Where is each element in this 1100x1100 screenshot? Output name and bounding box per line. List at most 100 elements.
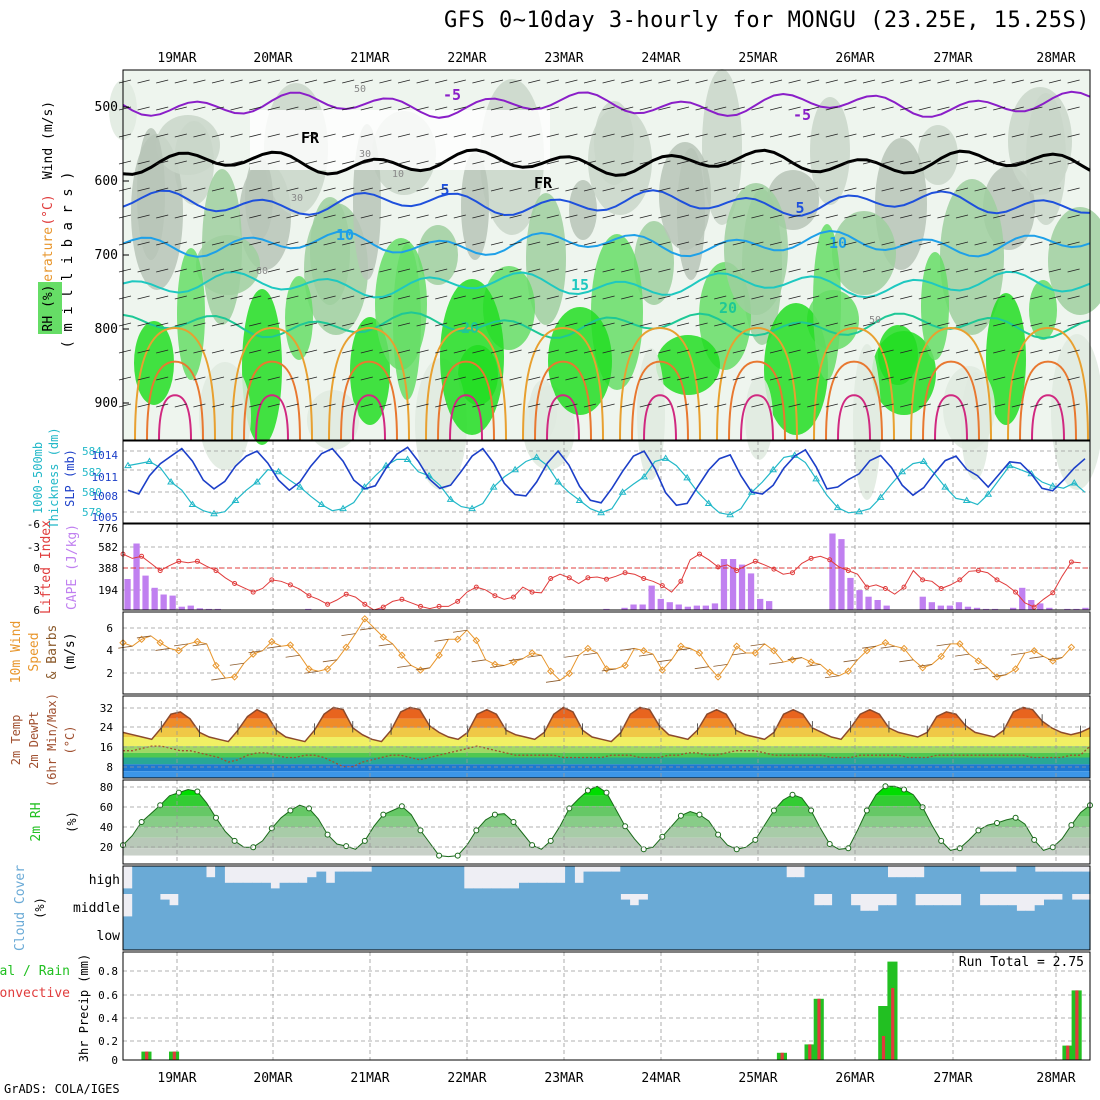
wind-barb (528, 295, 541, 300)
wind-barb (751, 403, 764, 408)
cloud-cell-middle (970, 894, 981, 922)
cloud-cell-low (334, 922, 345, 950)
cloud-cell-middle (933, 905, 944, 922)
rh-point (901, 786, 907, 793)
wind-barb (230, 322, 243, 327)
wind-barb (137, 106, 150, 111)
cloud-cell-low (454, 922, 465, 950)
cloud-cell-middle (1053, 899, 1063, 922)
wind-barb (1030, 403, 1043, 408)
wind-barb (379, 322, 392, 327)
wind-speed-point (175, 647, 183, 655)
cloud-cell-middle (298, 894, 308, 922)
cape-bar (603, 608, 610, 610)
cloud-cell-low (426, 922, 437, 950)
pressure-tick: 800 (95, 322, 118, 337)
wind-barb (360, 322, 373, 327)
cloud-cell-middle (1062, 894, 1073, 922)
wind-barb (807, 160, 820, 165)
wind-barb (193, 376, 206, 381)
cloud-cell-high (869, 866, 879, 894)
wind-barb (193, 160, 206, 165)
wind-barb (249, 133, 262, 138)
wind-barb-10m (341, 633, 356, 637)
wind-barb-10m (397, 665, 412, 668)
cloud-cell-middle (712, 894, 723, 922)
cloud-cell-low (463, 922, 474, 950)
wind-barb (900, 133, 913, 138)
wind-barb (118, 160, 132, 165)
cloud-cell-high (804, 866, 815, 894)
wind-barb (323, 133, 336, 138)
wind-barb (528, 403, 541, 408)
rh-contour-label: 30 (291, 193, 303, 204)
wind-barb (1011, 403, 1024, 408)
rh-frame (122, 779, 1091, 865)
cloud-cell-high (288, 882, 299, 894)
wind-barb (695, 403, 708, 408)
wind-barb (1011, 241, 1024, 246)
wind-barb (955, 268, 969, 273)
cloud-cell-middle (362, 894, 373, 922)
contour-label: 20 (461, 319, 479, 337)
cloud-cell-high (242, 882, 253, 894)
cloud-cell-middle (951, 905, 962, 922)
wind-barb (825, 160, 838, 165)
wind-barb (825, 106, 838, 111)
contour-label: 10 (829, 234, 847, 252)
rh-shade (310, 197, 350, 305)
li-point (864, 584, 870, 590)
wind-barb-10m (657, 659, 672, 663)
wind-barb (472, 106, 485, 111)
wind-barb (323, 241, 336, 246)
cloud-cell-middle (859, 910, 870, 922)
thickness-point (532, 453, 541, 460)
rh-shade (702, 69, 742, 225)
li-point (250, 589, 256, 595)
cloud-cell-low (657, 922, 667, 950)
cloud-cell-high (583, 871, 594, 894)
date-label-top: 24MAR (641, 51, 680, 66)
wind-barb (118, 349, 132, 354)
wind-barb (900, 349, 913, 354)
wind-barb (435, 376, 448, 381)
warm-contour (425, 326, 507, 441)
wind-barb (918, 160, 931, 165)
wind-barb-10m (508, 658, 523, 662)
wind-barb (137, 403, 150, 408)
wind-barb (621, 295, 634, 300)
temp-tick: 16 (100, 741, 113, 754)
wind-barb (472, 403, 485, 408)
wind-barb (769, 403, 783, 408)
cape-bar (1082, 607, 1089, 610)
cloud-cell-high (325, 882, 336, 894)
wind-barb (658, 160, 671, 165)
cloud-cell-high (546, 882, 557, 894)
wind-barb (937, 295, 950, 300)
wind-barb-10m (806, 663, 821, 667)
cloud-cell-middle (611, 894, 621, 922)
wind-barb-10m (713, 663, 728, 667)
wind-barb (565, 133, 578, 138)
wind-barb (342, 376, 355, 381)
temp-band (123, 746, 1090, 753)
li-point (194, 558, 200, 564)
wind-barb (230, 241, 243, 246)
wind-barb (286, 133, 299, 138)
wind-barb (621, 403, 634, 408)
thickness-point (962, 496, 971, 503)
wind-speed-point (695, 649, 704, 657)
wind-speed-point (677, 642, 685, 650)
wind-barb (211, 133, 225, 138)
wind-barb (156, 187, 169, 192)
cloud-cell-middle (242, 894, 253, 922)
li-point (734, 568, 740, 574)
wind-barb (156, 133, 169, 138)
cape-bar (874, 600, 881, 610)
wind-barb (714, 322, 727, 327)
cloud-cell-high (463, 888, 474, 894)
cloud-cell-middle (215, 894, 225, 922)
cloud-cell-high (353, 871, 363, 894)
cape-bar (305, 608, 312, 610)
wind-barb (881, 160, 894, 165)
